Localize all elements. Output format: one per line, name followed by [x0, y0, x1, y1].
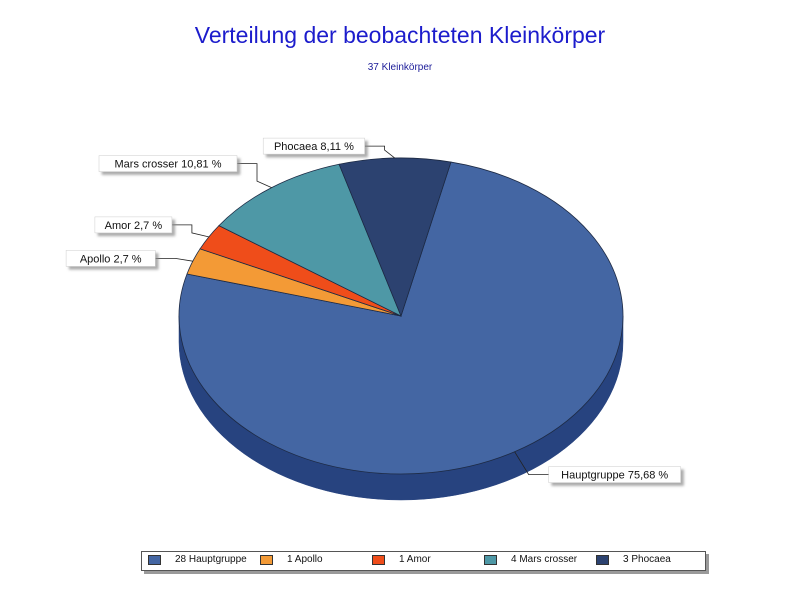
pie-labels: Hauptgruppe 75,68 % Apollo 2,7 % Amor 2,7 …	[65, 137, 681, 483]
legend-item: 28 Hauptgruppe	[148, 554, 247, 568]
legend-swatch	[372, 554, 385, 565]
data-label: Phocaea 8,11 %	[274, 141, 354, 153]
legend-item: 3 Phocaea	[596, 554, 671, 568]
data-label-box	[65, 250, 156, 267]
data-label: Amor 2,7 %	[105, 220, 163, 232]
legend-label: 1 Amor	[399, 554, 431, 565]
legend-label: 3 Phocaea	[623, 554, 671, 565]
legend-item: 1 Amor	[372, 554, 431, 568]
data-label-box	[262, 137, 365, 155]
leader-line	[155, 258, 193, 262]
data-label: Apollo 2,7 %	[80, 253, 142, 265]
legend-item: 4 Mars crosser	[484, 554, 577, 568]
chart-subtitle: 37 Kleinkörper	[367, 62, 433, 73]
legend-swatch	[596, 554, 609, 565]
data-label: Hauptgruppe 75,68 %	[561, 470, 668, 482]
leader-line	[171, 224, 209, 238]
pie-tops	[178, 157, 624, 475]
legend-swatch	[260, 554, 273, 565]
legend: 28 Hauptgruppe 1 Apollo 1 Amor 4 Mars cross…	[141, 551, 706, 571]
pie-slice-mars-crosser	[218, 163, 402, 317]
legend-swatch	[148, 554, 161, 565]
legend-label: 28 Hauptgruppe	[175, 554, 247, 565]
leader-line	[364, 145, 396, 159]
legend-label: 1 Apollo	[287, 554, 323, 565]
data-label-box	[94, 216, 173, 234]
leader-line	[514, 451, 549, 475]
chart-title: Verteilung der beobachteten Kleinkörper	[194, 22, 606, 48]
leader-line	[237, 163, 272, 188]
data-label-box	[548, 466, 681, 483]
data-label-box	[98, 155, 238, 172]
legend-swatch	[484, 554, 497, 565]
legend-label: 4 Mars crosser	[511, 554, 578, 565]
legend-item: 1 Apollo	[260, 554, 323, 568]
data-label: Mars crosser 10,81 %	[115, 159, 222, 171]
